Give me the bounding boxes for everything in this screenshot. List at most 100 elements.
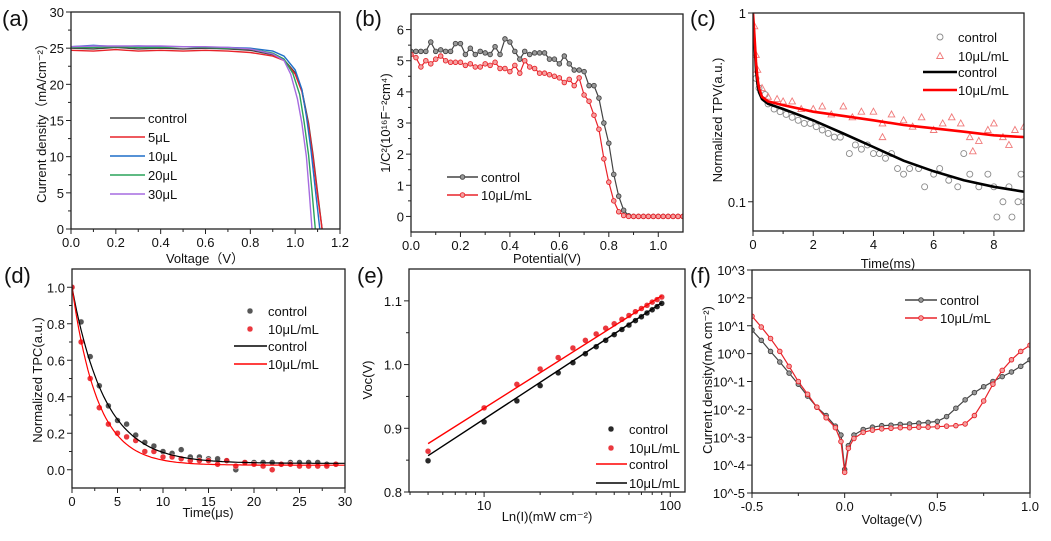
legend-label: control	[940, 293, 979, 308]
data-point	[999, 373, 1005, 380]
x-tick-label: 1.0	[649, 238, 667, 253]
legend-label: 10μL/mL	[629, 441, 680, 456]
data-point	[857, 107, 866, 115]
data-point	[323, 462, 331, 470]
x-tick-label: 0.4	[501, 238, 519, 253]
data-point	[123, 420, 130, 428]
data-point	[878, 132, 887, 141]
data-point	[860, 429, 866, 436]
data-point	[999, 367, 1005, 374]
legend: control 10μL/mL	[905, 293, 991, 326]
data-point	[845, 445, 852, 452]
data-point	[788, 113, 796, 121]
x-axis-label: Ln(I)(mW cm⁻²)	[502, 509, 593, 524]
series-10lml-line	[753, 13, 1024, 139]
legend-label: control	[958, 30, 997, 45]
data-point	[541, 50, 548, 56]
data-point	[477, 64, 483, 70]
data-point	[551, 56, 558, 62]
x-tick-label: 0.8	[241, 235, 259, 250]
data-point	[845, 150, 853, 158]
data-point	[936, 33, 944, 41]
data-point	[472, 51, 479, 58]
x-tick-label: 0	[749, 237, 756, 252]
data-point	[314, 462, 321, 470]
y-tick-label: 0.0	[47, 463, 65, 478]
data-point	[938, 118, 947, 127]
legend-label: control	[268, 304, 307, 319]
legend-label: 10μL	[148, 149, 177, 164]
data-point	[278, 461, 285, 468]
y-axis-label: 1/C²(10¹⁶F⁻²cm⁴)	[378, 73, 393, 172]
y-axis-label: Normalized TPC(a.u.)	[30, 317, 45, 442]
data-point	[767, 348, 774, 355]
legend-label: 10μL/mL	[268, 322, 319, 337]
data-point	[897, 424, 904, 431]
data-point	[943, 413, 950, 420]
data-point	[477, 48, 483, 55]
legend-label: 20μL	[148, 168, 177, 183]
data-point	[586, 98, 592, 104]
y-tick-label: 0.9	[384, 421, 402, 436]
data-point	[413, 54, 419, 61]
data-point	[561, 79, 568, 86]
data-point	[531, 65, 538, 72]
data-point	[878, 426, 885, 432]
data-point	[974, 136, 983, 144]
data-point	[851, 435, 857, 442]
x-tick-label: 0.0	[62, 235, 80, 250]
data-point	[773, 94, 782, 103]
chart-panel-e: 10 100 0.8 0.9 1.0 1.1(e) Ln(I)(mW cm⁻²) Voc(V)…	[357, 263, 686, 524]
data-point	[487, 51, 493, 58]
data-point	[906, 165, 914, 172]
data-point	[517, 70, 523, 76]
legend-label: 10μL/mL	[958, 83, 1009, 98]
data-point	[980, 383, 987, 390]
data-point	[763, 92, 773, 100]
data-point	[779, 97, 788, 105]
y-tick-label: 10^1	[717, 319, 745, 334]
y-tick-label: 10^-1	[713, 375, 745, 390]
data-point	[424, 457, 432, 465]
series-control-line	[72, 287, 345, 464]
data-point	[943, 423, 950, 429]
legend-label: control	[629, 457, 668, 472]
data-point	[900, 170, 908, 178]
x-tick-label: 1.0	[286, 235, 304, 250]
x-tick-label: 1.2	[331, 235, 349, 250]
y-tick-label: 5	[397, 54, 404, 69]
data-point	[596, 126, 602, 132]
data-point	[502, 36, 508, 42]
y-tick-label: 10^2	[717, 291, 745, 306]
y-tick-label: 1.1	[384, 294, 402, 309]
data-point	[259, 462, 267, 470]
data-point	[965, 132, 974, 141]
data-point	[645, 213, 652, 220]
data-point	[841, 469, 848, 476]
legend: control 10μL/mL	[447, 170, 532, 203]
series-control-line	[71, 46, 323, 229]
data-point	[804, 391, 811, 397]
legend-label: control	[268, 339, 307, 354]
data-point	[782, 111, 790, 118]
plot-frame	[751, 269, 1031, 494]
data-point	[814, 404, 820, 410]
data-point	[962, 421, 968, 427]
data-point	[305, 462, 312, 470]
x-tick-label: 100	[659, 498, 681, 513]
legend-label: control	[958, 65, 997, 80]
series-10lml-line	[411, 53, 683, 217]
y-axis-label: Current density(mA cm⁻²)	[700, 306, 715, 454]
data-point	[983, 125, 992, 133]
data-point	[196, 457, 203, 464]
data-point	[971, 412, 978, 419]
data-point	[620, 212, 627, 219]
data-point	[413, 48, 419, 55]
data-point	[581, 92, 587, 98]
y-tick-label: 10	[50, 150, 64, 165]
x-tick-label: 0.0	[402, 238, 420, 253]
y-tick-label: 0.8	[47, 317, 65, 332]
legend-label: 10μL/mL	[481, 188, 532, 203]
data-point	[615, 193, 622, 199]
